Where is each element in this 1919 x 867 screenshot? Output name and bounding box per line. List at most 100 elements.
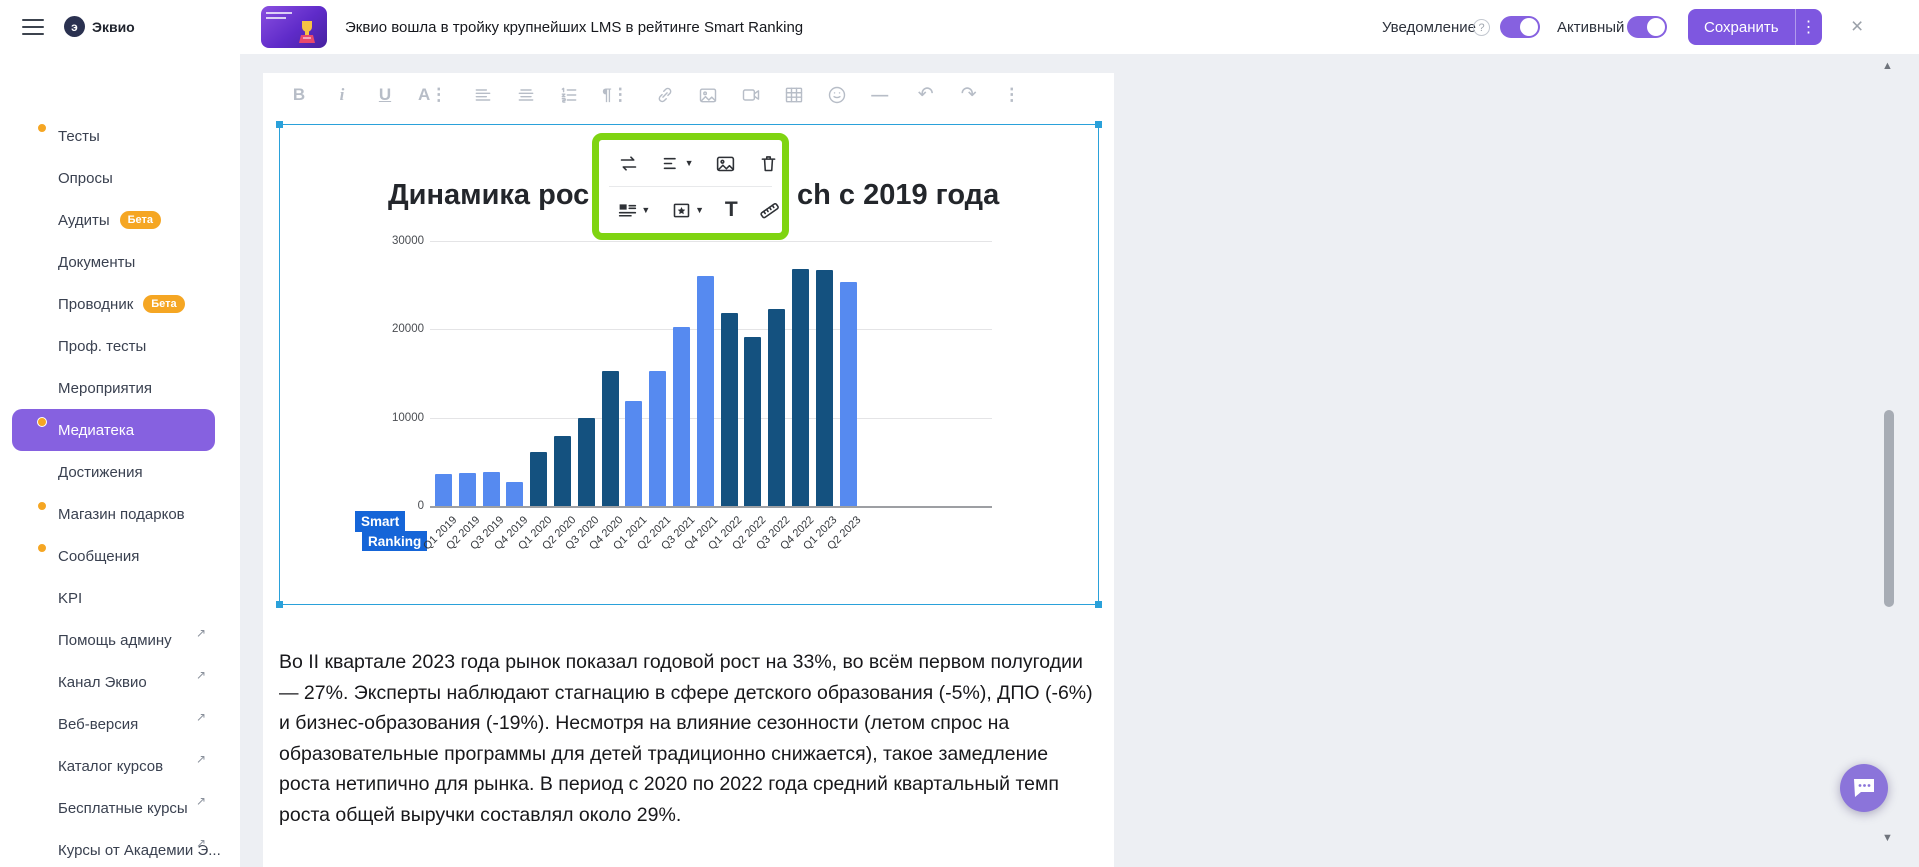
sidebar-item-10[interactable]: Магазин подарков xyxy=(0,493,240,535)
image-size-button[interactable] xyxy=(759,200,780,221)
beta-badge: Бета xyxy=(119,211,162,229)
redo-icon[interactable]: ↷ xyxy=(960,84,977,105)
image-selection-frame xyxy=(279,124,1099,605)
sidebar-item-label: Канал Эквио xyxy=(58,673,147,691)
save-button[interactable]: Сохранить ⋮ xyxy=(1688,9,1822,45)
external-arrow-icon: ↗ xyxy=(195,794,206,808)
sidebar-item-9[interactable]: Достижения xyxy=(0,451,240,493)
image-toolbar-highlighted: ▼ ▼ ▼ T xyxy=(592,133,789,240)
image-style-icon xyxy=(671,200,692,221)
thumbnail-text-decor xyxy=(266,12,292,22)
alt-text-button[interactable]: T xyxy=(724,198,738,221)
ordered-list-icon[interactable] xyxy=(559,85,579,105)
sidebar-item-label: Опросы xyxy=(58,169,113,187)
sidebar-item-label: Магазин подарков xyxy=(58,505,185,523)
sidebar-item-7[interactable]: Мероприятия xyxy=(0,367,240,409)
bold-icon[interactable]: B xyxy=(292,85,306,104)
sidebar-item-label: Аудиты xyxy=(58,211,110,229)
close-icon[interactable]: × xyxy=(1851,15,1864,38)
display-mode-button[interactable]: ▼ xyxy=(617,200,650,221)
sidebar-item-6[interactable]: Проф. тесты xyxy=(0,325,240,367)
delete-image-button[interactable] xyxy=(758,153,779,174)
selection-handle-bottom-right[interactable] xyxy=(1095,601,1102,608)
support-chat-button[interactable] xyxy=(1840,764,1888,812)
sidebar-item-8[interactable]: Медиатека xyxy=(12,409,215,451)
horizontal-rule-icon[interactable]: — xyxy=(871,85,889,104)
italic-icon[interactable]: i xyxy=(339,85,345,104)
article-thumbnail[interactable] xyxy=(261,6,327,48)
sidebar xyxy=(0,54,240,867)
align-center-icon[interactable] xyxy=(516,85,536,105)
display-mode-icon xyxy=(617,200,638,221)
active-label: Активный xyxy=(1557,19,1625,36)
insert-video-icon[interactable] xyxy=(741,85,761,105)
scroll-down-icon[interactable]: ▼ xyxy=(1882,832,1893,844)
sidebar-item-label: Медиатека xyxy=(58,421,135,439)
paragraph-style-icon[interactable]: ¶⋮ xyxy=(602,85,629,104)
image-size-icon xyxy=(759,200,780,221)
selection-handle-top-right[interactable] xyxy=(1095,121,1102,128)
underline-icon[interactable]: U xyxy=(378,85,392,104)
sidebar-item-5[interactable]: Проводник Бета xyxy=(0,283,240,325)
save-button-label: Сохранить xyxy=(1704,18,1779,36)
selection-handle-bottom-left[interactable] xyxy=(276,601,283,608)
replace-image-button[interactable] xyxy=(618,153,639,174)
image-icon xyxy=(715,153,736,174)
delete-image-icon xyxy=(758,153,779,174)
sidebar-item-label: Сообщения xyxy=(58,547,140,565)
more-icon[interactable]: ⋮ xyxy=(1003,85,1021,104)
external-arrow-icon: ↗ xyxy=(195,836,206,850)
help-icon[interactable]: ? xyxy=(1473,19,1490,36)
sidebar-item-label: Бесплатные курсы xyxy=(58,799,188,817)
article-paragraph[interactable]: Во II квартале 2023 года рынок показал г… xyxy=(279,651,1093,826)
insert-link-icon[interactable] xyxy=(655,85,675,105)
sidebar-item-12[interactable]: KPI xyxy=(0,577,240,619)
top-bar: э Эквио Эквио вошла в тройку крупнейших … xyxy=(0,0,1919,54)
undo-icon[interactable]: ↶ xyxy=(917,84,934,105)
menu-icon[interactable] xyxy=(22,19,44,35)
save-more-icon[interactable]: ⋮ xyxy=(1794,9,1822,45)
notification-toggle[interactable] xyxy=(1500,16,1540,38)
chat-icon xyxy=(1854,779,1874,797)
align-image-button[interactable]: ▼ xyxy=(661,153,694,174)
logo-label: Эквио xyxy=(92,18,135,35)
image-style-button[interactable]: ▼ xyxy=(671,200,704,221)
sidebar-item-15[interactable]: Веб-версия ↗ xyxy=(0,703,240,745)
trophy-icon xyxy=(299,21,315,43)
selection-handle-top-left[interactable] xyxy=(276,121,283,128)
emoji-icon[interactable] xyxy=(827,85,847,105)
scrollbar-thumb[interactable] xyxy=(1884,410,1894,607)
scroll-up-icon[interactable]: ▲ xyxy=(1882,60,1893,72)
active-toggle[interactable] xyxy=(1627,16,1667,38)
align-left-icon[interactable] xyxy=(473,85,493,105)
sidebar-item-label: Веб-версия xyxy=(58,715,139,733)
app-logo[interactable]: э Эквио xyxy=(64,16,135,37)
external-arrow-icon: ↗ xyxy=(195,668,206,682)
external-arrow-icon: ↗ xyxy=(195,626,206,640)
sidebar-item-2[interactable]: Опросы xyxy=(0,157,240,199)
sidebar-item-label: Мероприятия xyxy=(58,379,153,397)
sidebar-item-3[interactable]: Аудиты Бета xyxy=(0,199,240,241)
sidebar-item-label: Проф. тесты xyxy=(58,337,147,355)
insert-table-icon[interactable] xyxy=(784,85,804,105)
text-style-icon[interactable]: A⋮ xyxy=(418,85,448,104)
sidebar-item-16[interactable]: Каталог курсов ↗ xyxy=(0,745,240,787)
replace-image-icon xyxy=(618,153,639,174)
sidebar-item-13[interactable]: Помощь админу ↗ xyxy=(0,619,240,661)
sidebar-item-1[interactable]: Тесты xyxy=(0,115,240,157)
sidebar-item-18[interactable]: Курсы от Академии Э... ↗ xyxy=(0,829,240,867)
notification-dot xyxy=(37,417,47,427)
sidebar-item-label: Документы xyxy=(58,253,136,271)
sidebar-item-14[interactable]: Канал Эквио ↗ xyxy=(0,661,240,703)
notification-dot xyxy=(37,501,47,511)
insert-image-icon[interactable] xyxy=(698,85,718,105)
sidebar-item-17[interactable]: Бесплатные курсы ↗ xyxy=(0,787,240,829)
article-title: Эквио вошла в тройку крупнейших LMS в ре… xyxy=(345,18,804,36)
sidebar-item-11[interactable]: Сообщения xyxy=(0,535,240,577)
notification-dot xyxy=(37,543,47,553)
image-button[interactable] xyxy=(715,153,736,174)
beta-badge: Бета xyxy=(143,295,185,313)
sidebar-item-4[interactable]: Документы xyxy=(0,241,240,283)
